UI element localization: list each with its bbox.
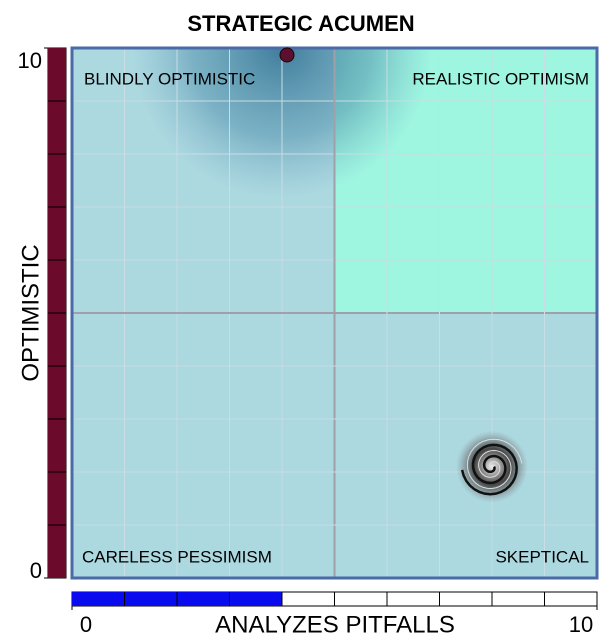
quadrant-label: BLINDLY OPTIMISTIC [84,69,255,88]
quadrant-label: CARELESS PESSIMISM [82,547,272,566]
x-tick-label: 10 [569,612,593,637]
y-tick-label: 0 [30,558,42,583]
quadrant-label: SKEPTICAL [495,547,589,566]
y-axis-label: OPTIMISTIC [17,244,44,381]
x-tick-label: 0 [80,612,92,637]
chart: STRATEGIC ACUMEN OPTIMISTIC ANALYZES PIT… [0,0,602,637]
y-tick-label: 10 [18,48,42,73]
quadrant-label: REALISTIC OPTIMISM [412,69,589,88]
point [280,48,294,62]
x-axis-label: ANALYZES PITFALLS [215,611,455,637]
quadrant [72,313,335,578]
spiral-point [456,431,528,503]
chart-title: STRATEGIC ACUMEN [187,11,414,36]
